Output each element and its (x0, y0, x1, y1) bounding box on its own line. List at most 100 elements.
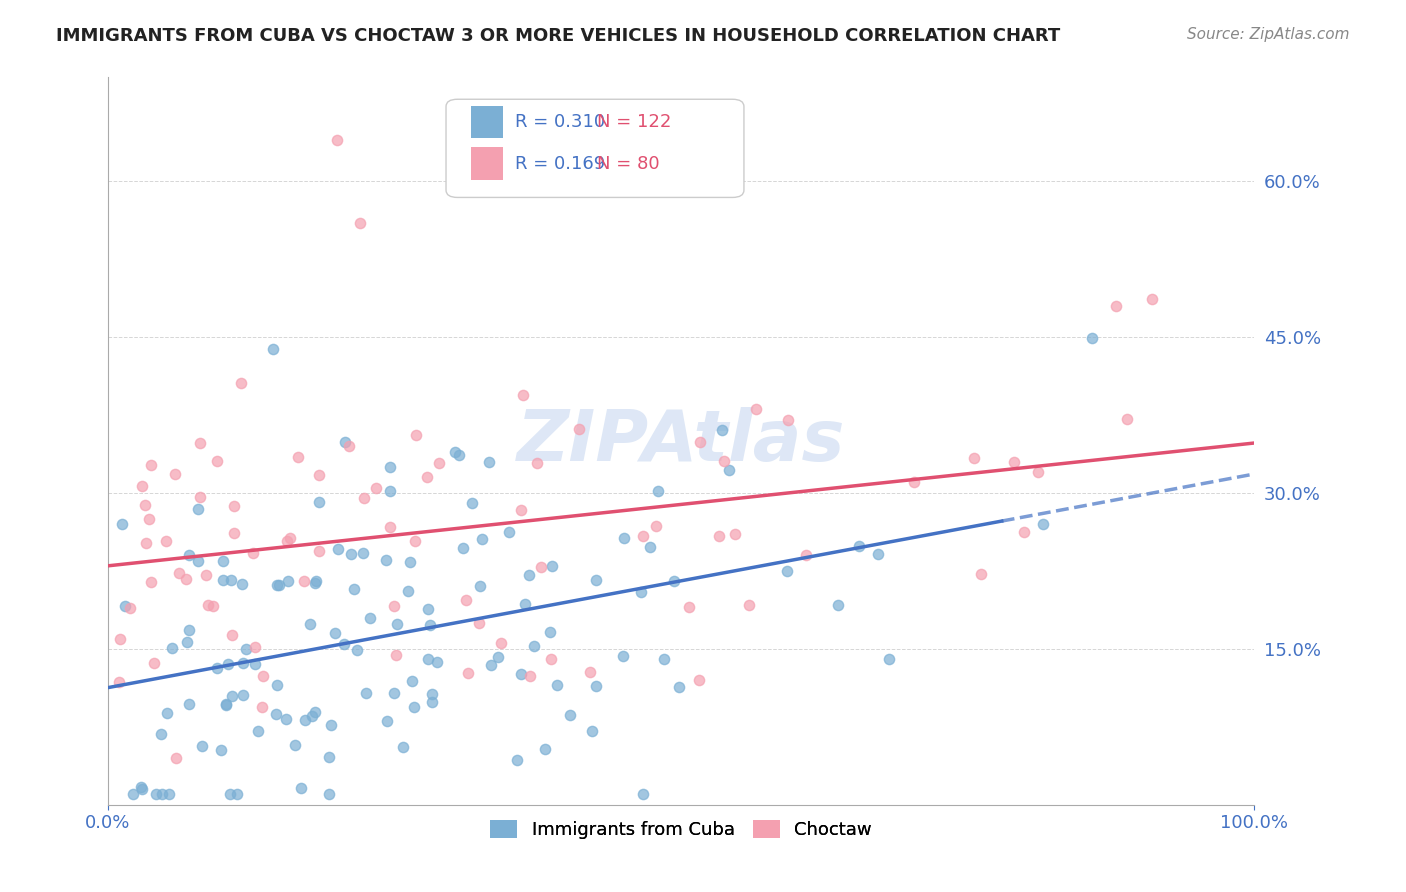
FancyBboxPatch shape (471, 147, 503, 180)
Point (391, 739, 413, 754)
Point (209, 742, 232, 756)
Point (114, 599, 136, 613)
Point (457, 666, 479, 681)
Point (631, 787, 654, 801)
Point (194, 567, 217, 582)
Point (207, 453, 229, 467)
Point (380, 520, 402, 534)
Point (247, 723, 270, 738)
Point (276, 533, 298, 548)
Point (167, 566, 190, 580)
Point (468, 579, 491, 593)
Point (340, 547, 363, 561)
Point (108, 674, 131, 689)
Point (713, 453, 735, 467)
Point (197, 598, 219, 612)
Point (304, 576, 326, 591)
Point (211, 573, 233, 587)
Point (150, 787, 173, 801)
Point (224, 525, 246, 540)
Point (668, 681, 690, 695)
Point (188, 491, 211, 505)
Point (141, 458, 163, 472)
Point (215, 698, 238, 712)
Point (274, 712, 297, 726)
Point (585, 573, 607, 587)
Point (404, 533, 426, 548)
Point (1140, 292, 1163, 306)
Point (558, 707, 581, 722)
Legend: Immigrants from Cuba, Choctaw: Immigrants from Cuba, Choctaw (482, 813, 879, 847)
Point (456, 593, 478, 607)
Point (157, 787, 180, 801)
Point (638, 540, 661, 554)
Point (724, 527, 747, 541)
Point (794, 548, 817, 562)
Point (378, 460, 401, 475)
Point (287, 450, 309, 464)
Point (304, 574, 326, 588)
Point (205, 661, 228, 675)
Point (235, 641, 257, 656)
Point (318, 750, 340, 764)
Point (131, 478, 153, 492)
FancyBboxPatch shape (446, 99, 744, 197)
Point (139, 575, 162, 590)
Point (174, 572, 197, 586)
Point (405, 427, 427, 442)
Point (382, 686, 405, 700)
Point (323, 625, 346, 640)
Point (526, 456, 548, 470)
Point (1116, 411, 1139, 425)
Point (294, 713, 316, 727)
Point (745, 402, 768, 417)
Point (242, 546, 264, 560)
Point (970, 566, 993, 581)
Point (298, 617, 321, 632)
Point (232, 688, 254, 702)
Point (523, 639, 546, 653)
Point (308, 467, 330, 482)
Point (422, 687, 444, 701)
Point (326, 133, 349, 147)
Point (396, 584, 419, 599)
Point (343, 582, 366, 596)
Point (294, 574, 316, 589)
Point (142, 656, 165, 670)
Point (519, 669, 541, 683)
Point (498, 524, 520, 539)
Point (512, 388, 534, 402)
Point (346, 643, 368, 657)
Point (212, 554, 235, 568)
Point (1105, 299, 1128, 313)
Point (188, 436, 211, 450)
Point (509, 503, 531, 517)
Point (217, 657, 239, 671)
Point (221, 690, 243, 704)
Point (129, 780, 152, 794)
Point (718, 463, 741, 477)
Point (380, 484, 402, 499)
Point (222, 500, 245, 514)
Point (319, 718, 342, 732)
Point (652, 652, 675, 666)
Point (177, 697, 200, 711)
Point (540, 651, 562, 665)
Point (290, 780, 312, 795)
Point (134, 498, 156, 512)
Point (427, 456, 450, 470)
Point (382, 599, 405, 614)
Point (645, 519, 668, 533)
Point (301, 708, 323, 723)
Point (267, 578, 290, 592)
Point (232, 656, 254, 670)
Text: R = 0.169: R = 0.169 (515, 155, 605, 173)
Point (252, 668, 274, 682)
Point (120, 601, 142, 615)
Point (177, 548, 200, 562)
Point (1032, 517, 1054, 532)
Point (186, 554, 208, 568)
Point (402, 700, 425, 714)
Point (229, 376, 252, 391)
Point (399, 556, 422, 570)
